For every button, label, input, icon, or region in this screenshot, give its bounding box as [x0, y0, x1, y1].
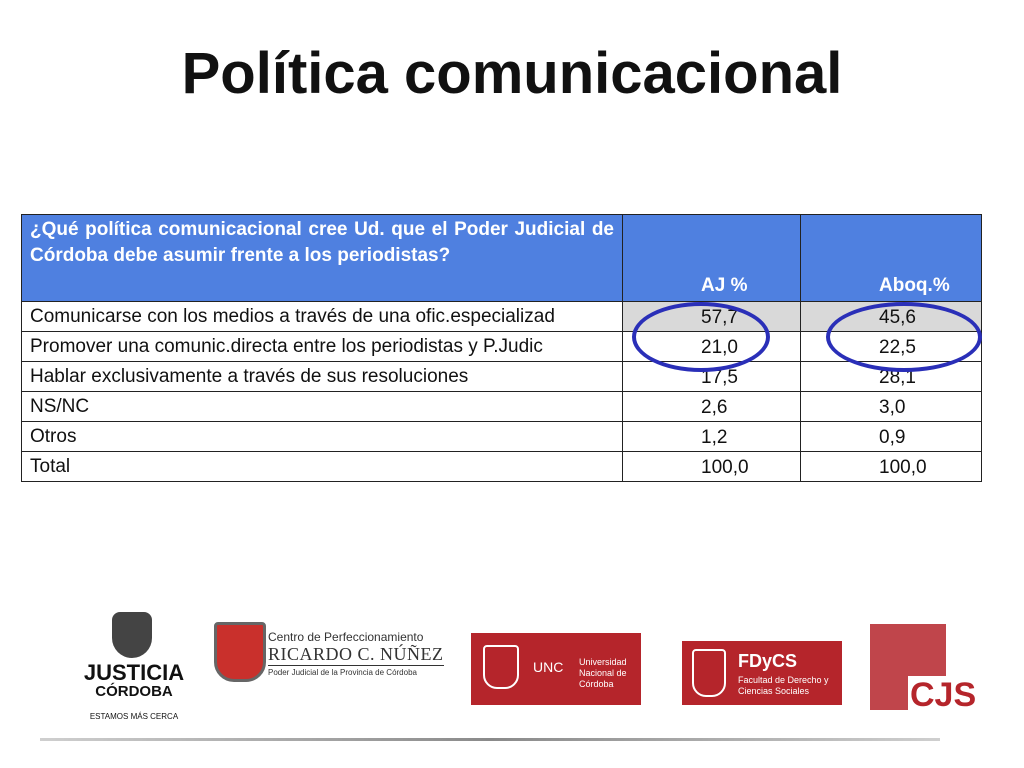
- row-label: Comunicarse con los medios a través de u…: [21, 301, 623, 332]
- justicia-line2: CÓRDOBA: [95, 683, 173, 700]
- centro-line3: Poder Judicial de la Provincia de Córdob…: [268, 668, 417, 677]
- table-row: Total 100,0 100,0: [21, 451, 982, 482]
- row-label: Total: [21, 451, 623, 482]
- justicia-shield-icon: [112, 612, 152, 658]
- highlight-ellipse-aj: [632, 302, 770, 372]
- centro-perfeccionamiento-logo: Centro de Perfeccionamiento RICARDO C. N…: [268, 630, 444, 677]
- fdycs-logo: FDyCS Facultad de Derecho y Ciencias Soc…: [682, 641, 842, 705]
- aj-value: 100,0: [622, 451, 801, 482]
- table-row: Otros 1,2 0,9: [21, 421, 982, 452]
- unc-logo: UNC Universidad Nacional de Córdoba: [471, 633, 641, 705]
- unc-crest-icon: [483, 645, 519, 689]
- fdycs-crest-icon: [692, 649, 726, 697]
- survey-table: ¿Qué política comunicacional cree Ud. qu…: [21, 214, 982, 482]
- table-header-row: ¿Qué política comunicacional cree Ud. qu…: [21, 214, 982, 302]
- centro-line1: Centro de Perfeccionamiento: [268, 630, 424, 644]
- justicia-line1: JUSTICIA: [83, 660, 185, 685]
- fdycs-name: Facultad de Derecho y Ciencias Sociales: [738, 675, 829, 696]
- question-header: ¿Qué política comunicacional cree Ud. qu…: [21, 214, 623, 302]
- justicia-cordoba-logo: JUSTICIA CÓRDOBA ESTAMOS MÁS CERCA: [82, 660, 186, 722]
- cjs-logo: CJS: [870, 624, 979, 719]
- abog-header: Aboq.%: [800, 214, 982, 302]
- aj-value: 2,6: [622, 391, 801, 422]
- justicia-tagline: ESTAMOS MÁS CERCA: [89, 712, 179, 721]
- highlight-ellipse-abog: [826, 302, 982, 372]
- centro-line2: RICARDO C. NÚÑEZ: [268, 644, 444, 666]
- row-label: Hablar exclusivamente a través de sus re…: [21, 361, 623, 392]
- row-label: Promover una comunic.directa entre los p…: [21, 331, 623, 362]
- abog-value: 100,0: [800, 451, 982, 482]
- row-label: NS/NC: [21, 391, 623, 422]
- abog-value: 3,0: [800, 391, 982, 422]
- unc-name: Universidad Nacional de Córdoba: [579, 657, 627, 689]
- table-row: Hablar exclusivamente a través de sus re…: [21, 361, 982, 392]
- unc-abbr: UNC: [533, 659, 564, 675]
- table-row: NS/NC 2,6 3,0: [21, 391, 982, 422]
- abog-value: 0,9: [800, 421, 982, 452]
- footer-divider: [40, 738, 940, 741]
- row-label: Otros: [21, 421, 623, 452]
- cjs-abbr: CJS: [908, 676, 979, 714]
- fdycs-abbr: FDyCS: [738, 651, 798, 671]
- centro-shield-icon: [214, 622, 266, 682]
- aj-value: 1,2: [622, 421, 801, 452]
- slide-title: Política comunicacional: [181, 41, 843, 106]
- aj-header: AJ %: [622, 214, 801, 302]
